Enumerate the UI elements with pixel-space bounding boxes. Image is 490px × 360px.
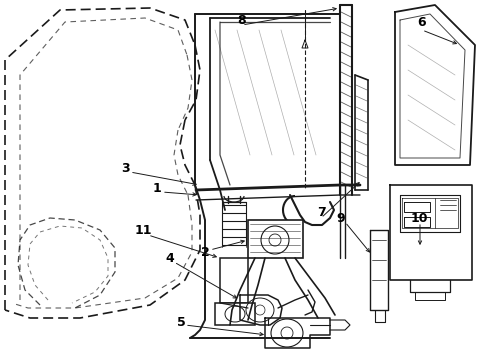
Text: 6: 6 [417, 15, 426, 28]
FancyBboxPatch shape [248, 220, 303, 258]
Text: 2: 2 [200, 247, 209, 260]
Text: 5: 5 [176, 315, 185, 328]
Text: 8: 8 [238, 13, 246, 27]
FancyBboxPatch shape [215, 303, 255, 325]
Text: 3: 3 [121, 162, 129, 175]
Text: 7: 7 [317, 206, 325, 219]
Text: 9: 9 [337, 211, 345, 225]
Text: 10: 10 [410, 211, 428, 225]
Text: 11: 11 [134, 224, 152, 237]
Text: 1: 1 [152, 181, 161, 194]
FancyBboxPatch shape [220, 258, 248, 303]
Text: 4: 4 [166, 252, 174, 265]
